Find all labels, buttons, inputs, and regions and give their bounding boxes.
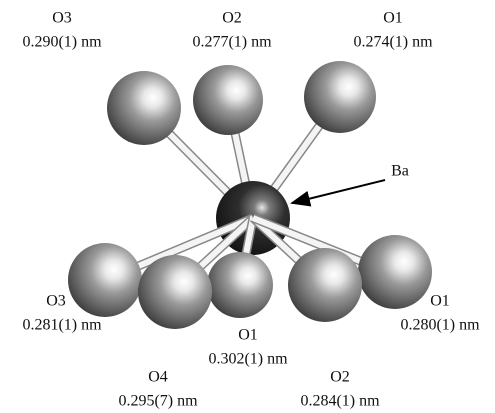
atom-o1-right [358,235,432,309]
atom-label: O1 [383,10,403,27]
atom-label: O3 [46,293,66,310]
atom-o3-top [107,71,181,145]
center-label: Ba [391,163,409,180]
distance: 0.280(1) nm [400,317,480,334]
diagram: Ba O3 0.290(1) nm O2 0.277(1) nm O1 0.27… [0,0,495,413]
atom-label: O2 [222,10,242,27]
distance: 0.302(1) nm [208,351,288,368]
atom-label: O2 [330,369,350,386]
atom-o1-top [304,61,376,133]
atom-label: O4 [148,369,168,386]
atom-label: O3 [52,10,72,27]
distance: 0.277(1) nm [192,34,272,51]
distance: 0.281(1) nm [22,317,102,334]
atom-label: O1 [430,293,450,310]
atom-o1-bottom [207,252,273,318]
distance: 0.295(7) nm [118,393,198,410]
atom-o3-bottom [68,243,142,317]
atom-label: O1 [238,327,258,344]
atom-o2-top [193,65,263,135]
distance: 0.274(1) nm [353,34,433,51]
arrow [292,180,385,203]
distance: 0.284(1) nm [300,393,380,410]
atom-o2-bottom [288,248,362,322]
distance: 0.290(1) nm [22,34,102,51]
atom-o4 [138,255,212,329]
